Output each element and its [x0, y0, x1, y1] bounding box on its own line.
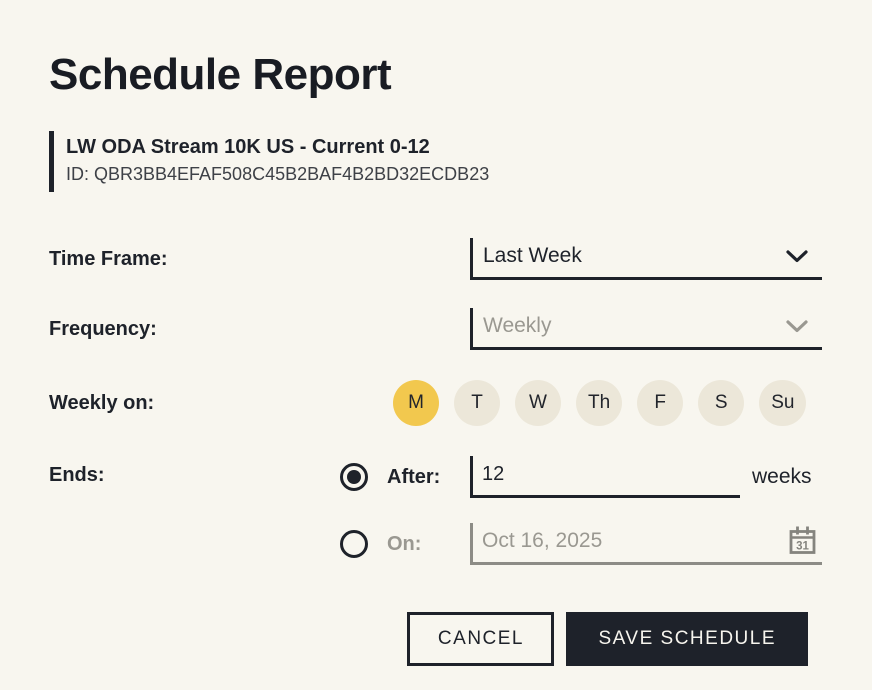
weeks-unit-label: weeks: [752, 465, 812, 488]
after-radio[interactable]: [340, 463, 368, 491]
ends-on-option: On: Oct 16, 2025 31: [340, 523, 822, 565]
ends-after-option: After: weeks: [340, 456, 822, 498]
time-frame-row: Time Frame: Last Week: [49, 238, 822, 280]
svg-text:31: 31: [796, 541, 809, 553]
day-chip-sunday[interactable]: Su: [759, 380, 807, 426]
frequency-select: Weekly: [470, 308, 822, 350]
report-name: LW ODA Stream 10K US - Current 0-12: [66, 136, 430, 158]
day-chip-tuesday[interactable]: T: [454, 380, 500, 426]
ends-row: Ends: After: weeks On: Oct 16, 2025: [49, 456, 822, 565]
day-chip-monday[interactable]: M: [393, 380, 439, 426]
cancel-button[interactable]: CANCEL: [407, 612, 555, 666]
on-date-input[interactable]: Oct 16, 2025 31: [470, 523, 822, 565]
page-title: Schedule Report: [49, 50, 392, 99]
report-id: ID: QBR3BB4EFAF508C45B2BAF4B2BD32ECDB23: [66, 164, 490, 184]
schedule-form: Time Frame: Last Week Frequency: Weekly …: [49, 238, 822, 565]
chevron-down-icon: [786, 249, 808, 263]
time-frame-value: Last Week: [483, 244, 582, 267]
frequency-row: Frequency: Weekly: [49, 308, 822, 350]
weekly-on-label: Weekly on:: [49, 391, 155, 414]
time-frame-select[interactable]: Last Week: [470, 238, 822, 280]
ends-label: Ends:: [49, 464, 105, 486]
ends-options: After: weeks On: Oct 16, 2025: [340, 456, 822, 565]
save-schedule-button[interactable]: SAVE SCHEDULE: [566, 612, 808, 666]
day-chip-wednesday[interactable]: W: [515, 380, 561, 426]
on-date-value: Oct 16, 2025: [482, 529, 603, 552]
dialog-actions: CANCEL SAVE SCHEDULE: [49, 612, 822, 666]
frequency-value: Weekly: [483, 314, 552, 337]
chevron-down-icon: [786, 319, 808, 333]
day-chip-friday[interactable]: F: [637, 380, 684, 426]
time-frame-label: Time Frame:: [49, 247, 168, 270]
on-label: On:: [387, 532, 422, 555]
weekly-day-picker: M T W Th F S Su: [393, 380, 807, 426]
after-label: After:: [387, 465, 441, 488]
on-radio[interactable]: [340, 530, 368, 558]
calendar-icon[interactable]: 31: [786, 524, 819, 558]
frequency-label: Frequency:: [49, 317, 157, 340]
day-chip-saturday[interactable]: S: [698, 380, 745, 426]
after-weeks-input[interactable]: [470, 456, 740, 498]
weekly-on-row: Weekly on: M T W Th F S Su: [49, 380, 822, 426]
day-chip-thursday[interactable]: Th: [576, 380, 623, 426]
report-info: LW ODA Stream 10K US - Current 0-12 ID: …: [49, 131, 822, 192]
